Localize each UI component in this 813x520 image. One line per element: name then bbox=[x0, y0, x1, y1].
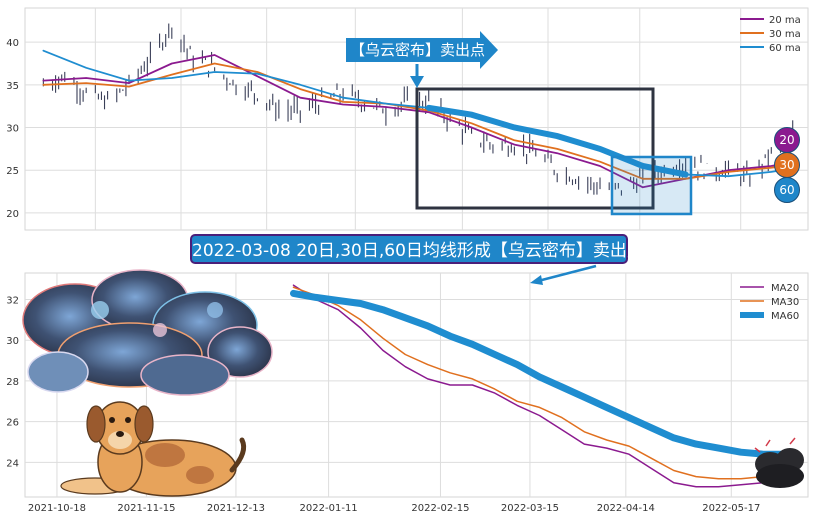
x-tick-label: 2022-04-14 bbox=[597, 503, 655, 514]
legend-label-ma60: MA60 bbox=[771, 311, 799, 322]
y-tick-label: 32 bbox=[6, 295, 19, 306]
x-tick-label: 2021-11-15 bbox=[117, 503, 175, 514]
dog-illustration bbox=[60, 401, 247, 497]
legend-label-30ma: 30 ma bbox=[769, 29, 801, 40]
legend-label-ma20: MA20 bbox=[771, 283, 799, 294]
highlight-region-box bbox=[610, 155, 693, 216]
top-moving-average-lines bbox=[42, 49, 794, 189]
bottom-y-tick-labels: 24 26 28 30 32 bbox=[6, 295, 19, 469]
ma20-badge: 20 bbox=[774, 127, 800, 153]
banner-pointer-head bbox=[530, 275, 543, 285]
y-tick-label: 20 bbox=[6, 209, 19, 220]
ma20-line bbox=[292, 284, 787, 488]
y-tick-label: 35 bbox=[6, 81, 19, 92]
arrow-pointer-head bbox=[410, 76, 424, 88]
dark-cloud-icon bbox=[754, 437, 804, 488]
x-tick-label: 2022-05-17 bbox=[702, 503, 760, 514]
x-tick-label: 2022-01-11 bbox=[300, 503, 358, 514]
top-y-tick-labels: 20 25 30 35 40 bbox=[6, 38, 19, 220]
x-tick-label: 2022-02-15 bbox=[411, 503, 469, 514]
ma30-line bbox=[292, 286, 787, 480]
ma60-badge: 60 bbox=[774, 177, 800, 203]
legend-label-ma30: MA30 bbox=[771, 297, 799, 308]
arrow-label-shape bbox=[346, 31, 498, 69]
ma60-signal-highlight bbox=[425, 104, 689, 178]
x-tick-label: 2022-03-15 bbox=[501, 503, 559, 514]
y-tick-label: 24 bbox=[6, 458, 19, 469]
x-tick-label: 2021-10-18 bbox=[28, 503, 86, 514]
storm-cloud-illustration bbox=[22, 269, 273, 396]
top-legend: 20 ma 30 ma 60 ma bbox=[740, 15, 801, 54]
bottom-moving-average-lines bbox=[290, 284, 790, 488]
sell-signal-arrow-label: 【乌云密布】卖出点 bbox=[350, 41, 486, 59]
bottom-x-tick-labels: 2021-10-18 2021-11-15 2021-12-13 2022-01-11… bbox=[28, 503, 760, 514]
y-tick-label: 30 bbox=[6, 336, 19, 347]
ma60-line bbox=[290, 289, 790, 458]
sell-signal-banner: 2022-03-08 20日,30日,60日均线形成【乌云密布】卖出点 bbox=[190, 234, 644, 264]
y-tick-label: 25 bbox=[6, 166, 19, 177]
x-tick-label: 2021-12-13 bbox=[207, 503, 265, 514]
top-price-panel: 20 25 30 35 40 20 ma 30 ma 60 ma bbox=[6, 7, 809, 231]
legend-label-60ma: 60 ma bbox=[769, 43, 801, 54]
y-tick-label: 30 bbox=[6, 124, 19, 135]
bottom-legend: MA20 MA30 MA60 bbox=[740, 283, 799, 322]
y-tick-label: 26 bbox=[6, 418, 19, 429]
y-tick-label: 40 bbox=[6, 38, 19, 49]
legend-label-20ma: 20 ma bbox=[769, 15, 801, 26]
signal-region-box bbox=[415, 87, 655, 210]
banner-pointer-line bbox=[537, 264, 597, 283]
ma30-badge: 30 bbox=[774, 152, 800, 178]
y-tick-label: 28 bbox=[6, 377, 19, 388]
